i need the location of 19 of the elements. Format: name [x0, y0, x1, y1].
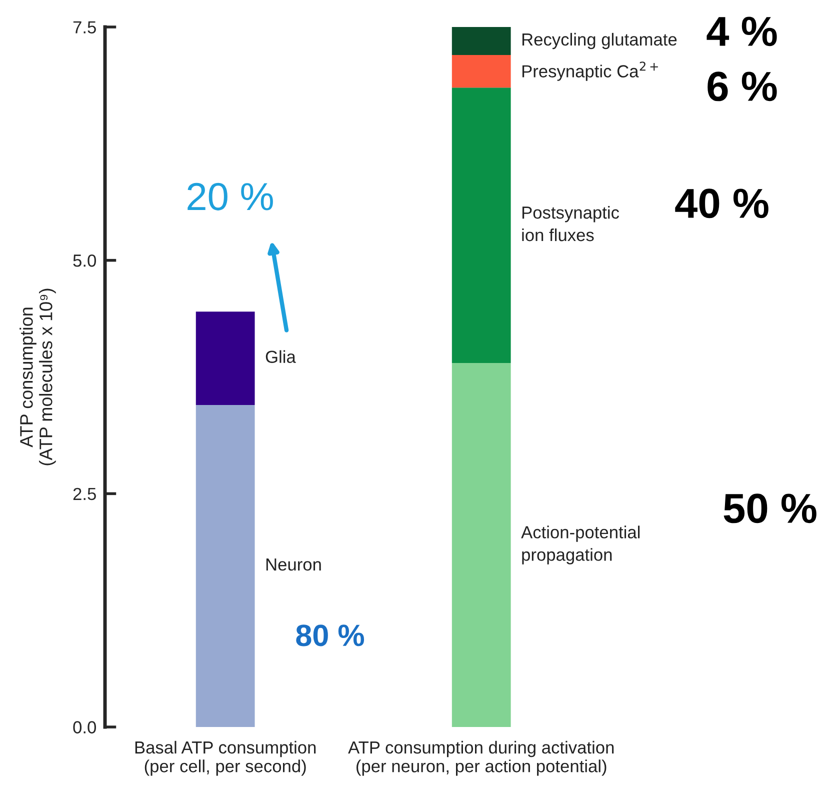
series-label: Recycling glutamate [522, 32, 677, 50]
series-label: Action-potential propagation [521, 526, 640, 564]
annotation: 80 % [296, 624, 364, 646]
series-label: Glia [266, 350, 296, 363]
x-tick-label: ATP consumption during activation (per neuron, per action potential) [348, 740, 614, 776]
text: 4 % [706, 16, 777, 46]
y-tick-label: 5.0 [73, 254, 96, 267]
text: 40 % [675, 188, 768, 218]
annotation: 20 % [188, 182, 273, 210]
y-tick-label: 7.5 [73, 21, 96, 34]
series-label: Presynaptic Ca$^{2+}$ [522, 62, 658, 81]
series-label: Neuron [266, 558, 321, 571]
y-axis-title: ATP consumption (ATP molecules x 10⁹) [20, 288, 56, 466]
text: 50 % [724, 494, 816, 524]
series-label: Postsynaptic ion fluxes [522, 206, 620, 242]
y-tick-label: 2.5 [73, 488, 96, 500]
text: 6 % [708, 72, 777, 102]
y-tick-label: 0.0 [73, 721, 96, 734]
x-tick-label: Basal ATP consumption (per cell, per second) [135, 740, 316, 776]
